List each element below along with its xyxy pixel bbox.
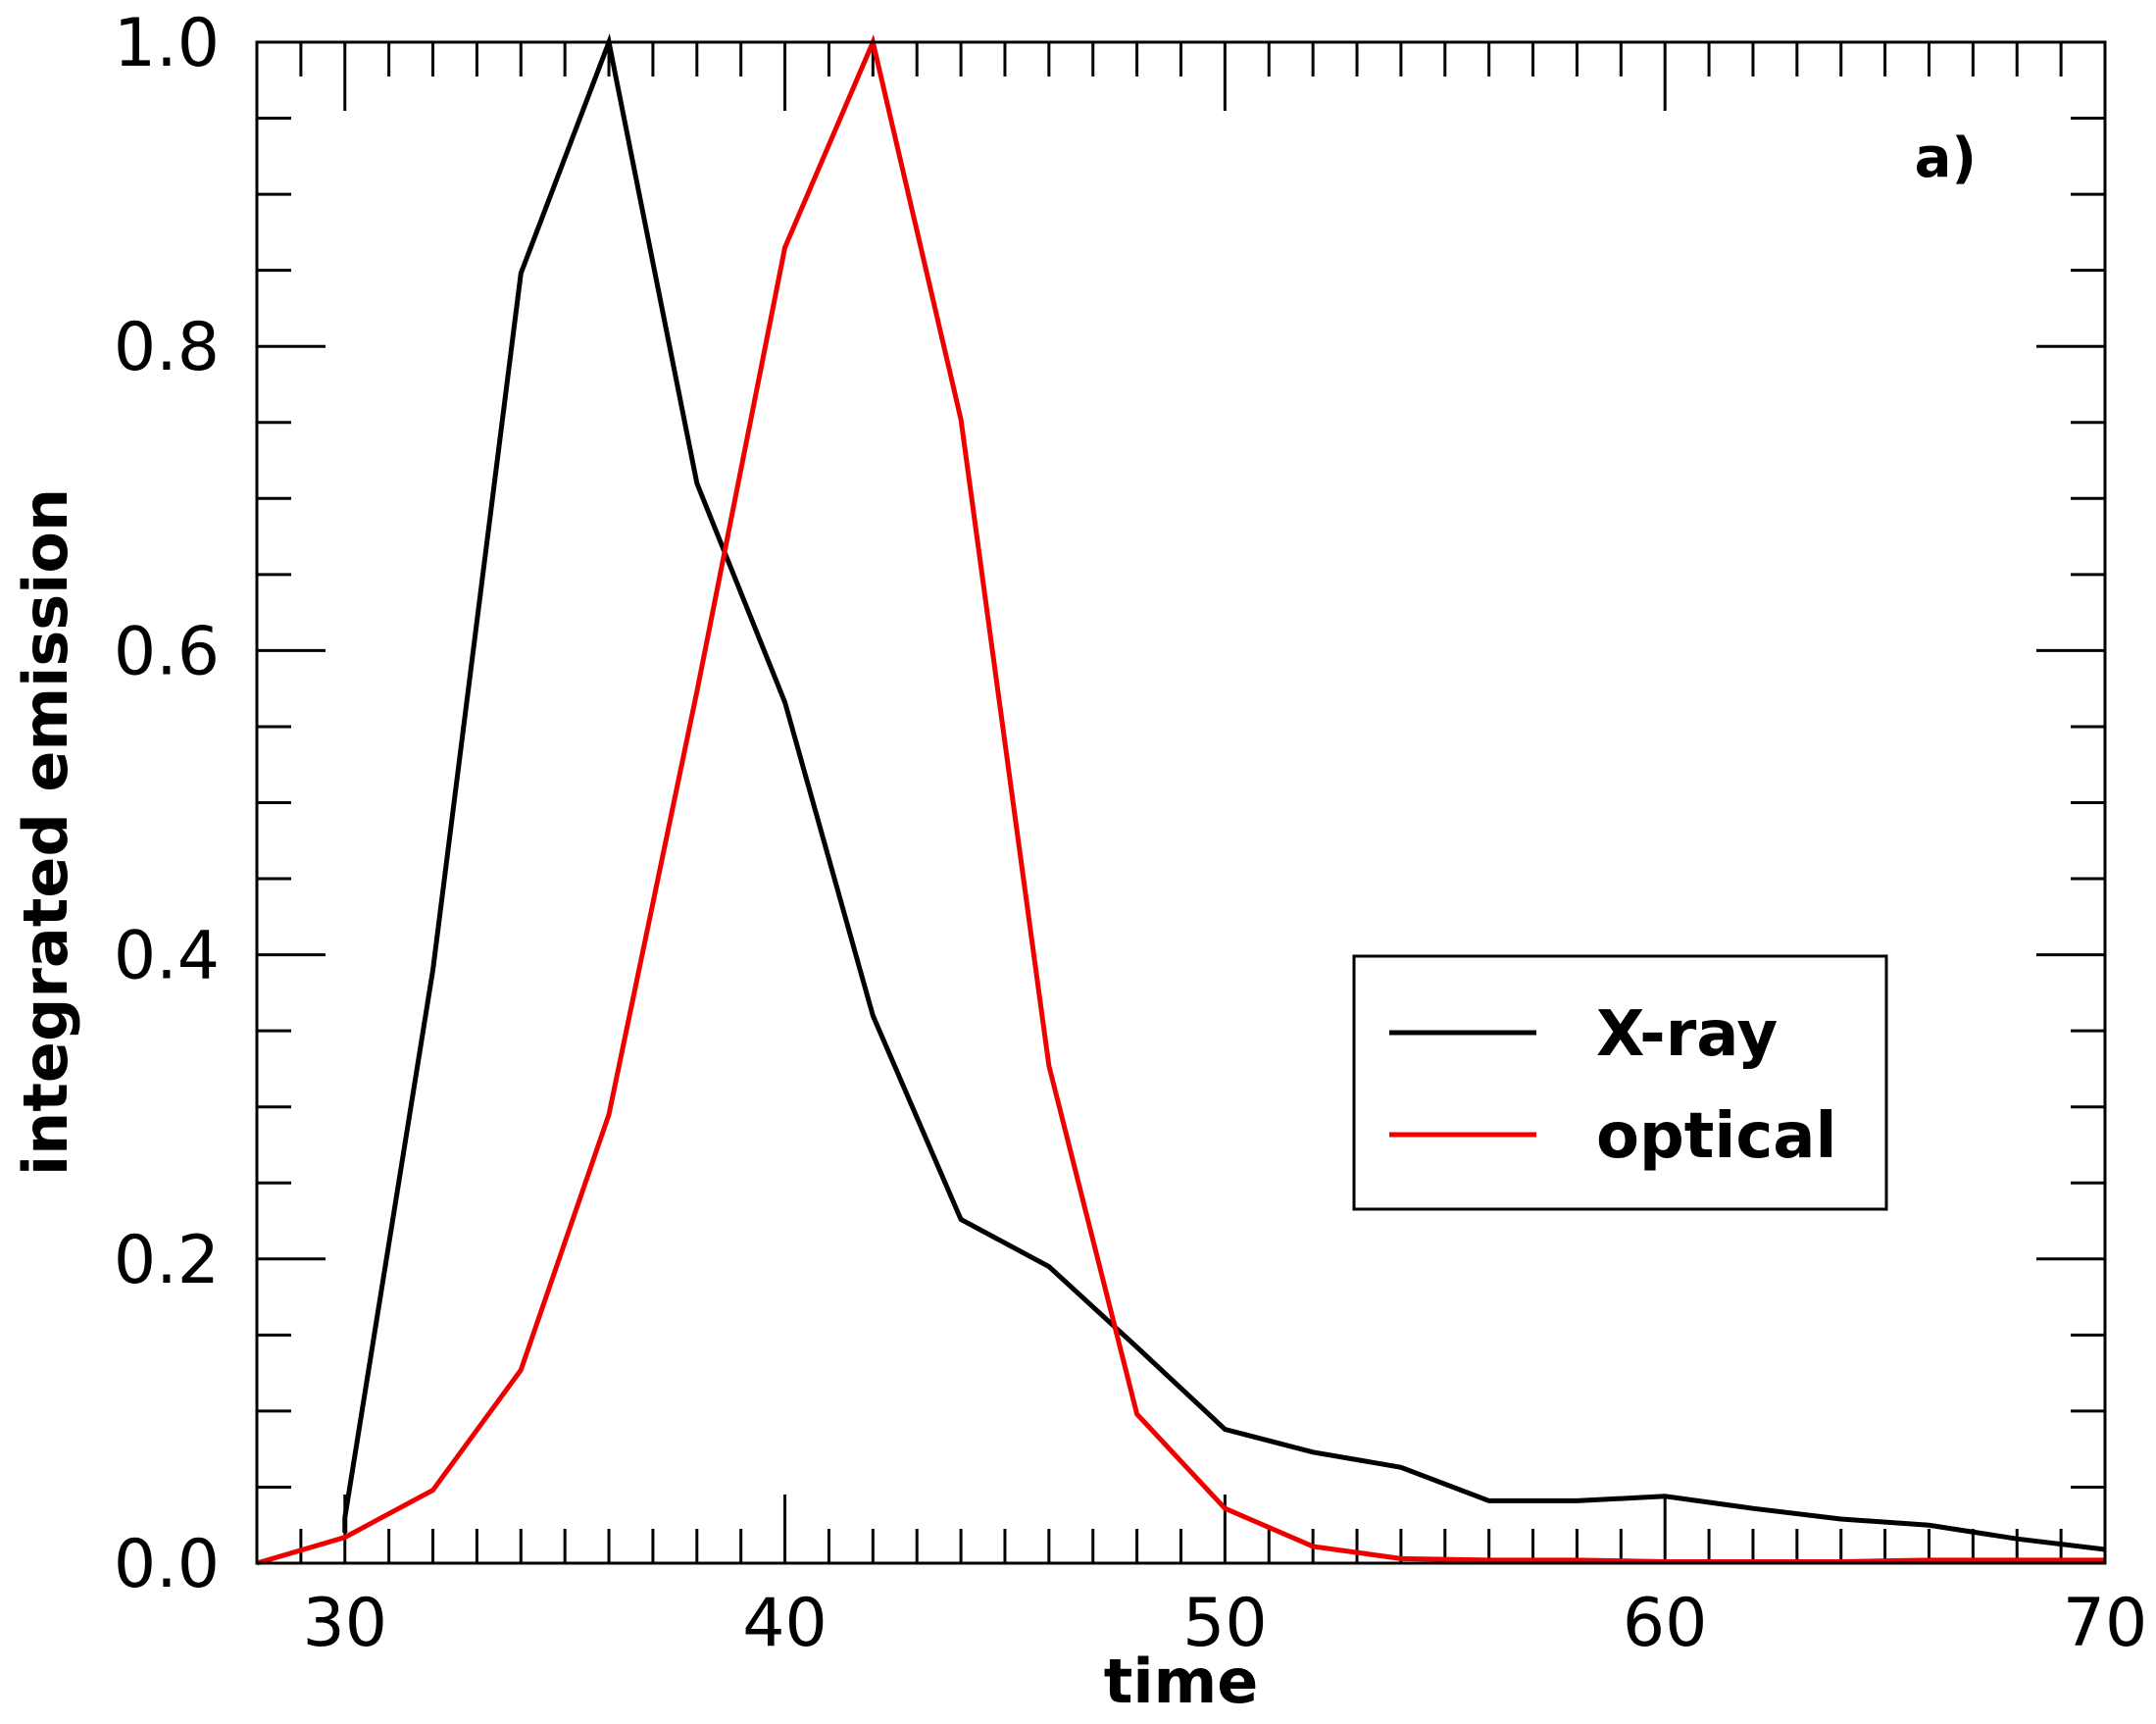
x-tick-label: 40: [742, 1585, 827, 1662]
x-tick-label: 70: [2063, 1585, 2148, 1662]
series-line-optical: [256, 34, 2105, 1566]
x-tick-label: 50: [1182, 1585, 1268, 1662]
y-tick-label: 0.0: [114, 1526, 220, 1603]
x-tick-label: 30: [302, 1585, 387, 1662]
x-tick-label: 60: [1623, 1585, 1708, 1662]
panel-label: a): [1915, 127, 1977, 190]
y-tick-label: 1.0: [114, 5, 220, 82]
y-tick-label: 0.8: [114, 309, 220, 386]
legend: X-ray optical: [1352, 954, 1888, 1211]
y-axis-title: integrated emission: [10, 488, 81, 1176]
plot-series: [256, 32, 2106, 1566]
y-tick-label: 0.2: [114, 1222, 220, 1299]
legend-box: [1352, 954, 1888, 1211]
series-line-x-ray: [342, 32, 2106, 1552]
y-tick-label: 0.6: [114, 613, 220, 690]
legend-label-xray: X-ray: [1596, 998, 1778, 1071]
plot-frame: [255, 40, 2107, 1565]
axis-ticks: [255, 40, 2107, 1565]
legend-label-optical: optical: [1596, 1100, 1836, 1173]
y-tick-label: 0.4: [114, 918, 220, 995]
x-axis-title: time: [1104, 1646, 1259, 1717]
axis-tick-labels: 30 40 50 60 70 0.0 0.2 0.4 0.6 0.8 1.0: [114, 5, 2147, 1662]
